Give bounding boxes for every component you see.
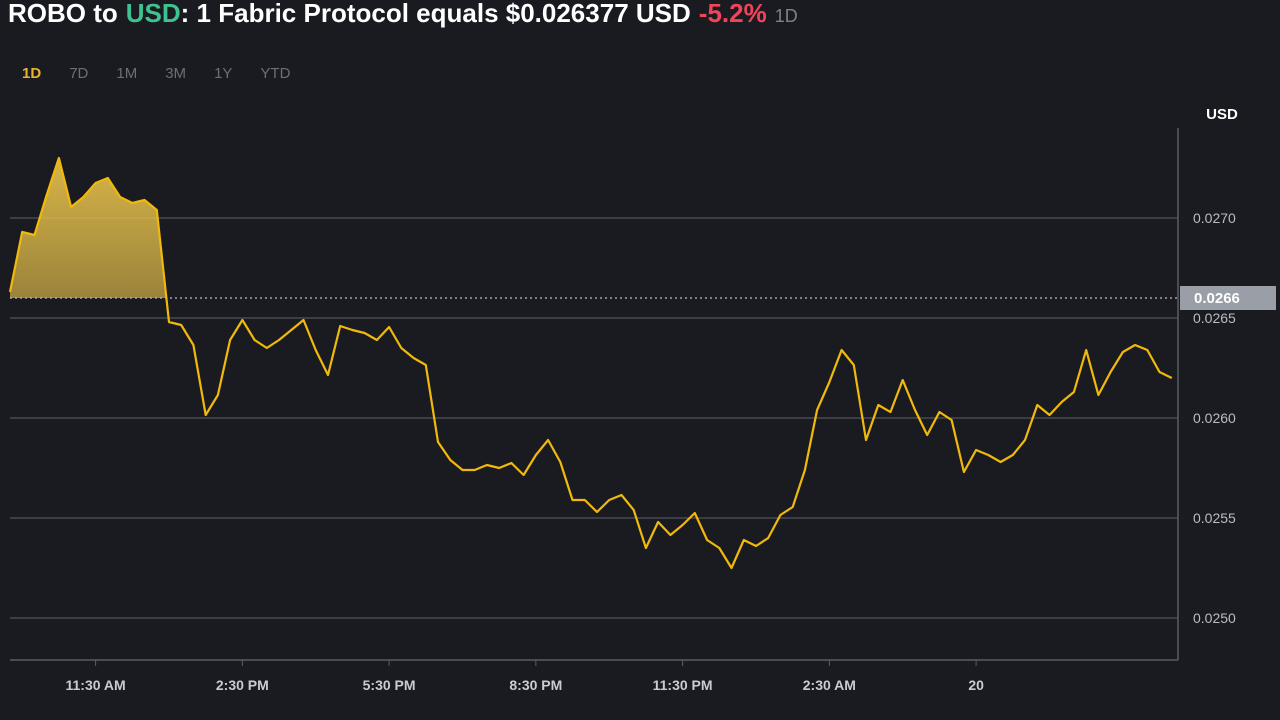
y-tick-label: 0.0260 bbox=[1193, 410, 1236, 426]
x-tick-label: 11:30 PM bbox=[653, 677, 713, 693]
reference-label: 0.0266 bbox=[1194, 290, 1240, 307]
reference-label-box bbox=[1180, 286, 1276, 310]
chart-title: ROBO to USD: 1 Fabric Protocol equals $0.… bbox=[8, 0, 798, 28]
y-tick-label: 0.0270 bbox=[1193, 210, 1236, 226]
x-tick-label: 5:30 PM bbox=[363, 677, 416, 693]
y-tick-label: 0.0250 bbox=[1193, 610, 1236, 626]
period-button[interactable]: 1M bbox=[116, 65, 137, 82]
title-part: : 1 Fabric Protocol equals $0.026377 USD bbox=[181, 0, 691, 28]
y-unit: USD bbox=[1206, 106, 1238, 123]
line bbox=[8, 156, 1173, 570]
y-tick-label: 0.0265 bbox=[1193, 310, 1236, 326]
period-button[interactable]: 1D bbox=[22, 65, 41, 82]
x-tick-label: 2:30 AM bbox=[803, 677, 856, 693]
x-tick-label: 20 bbox=[968, 677, 984, 693]
x-tick-label: 8:30 PM bbox=[509, 677, 562, 693]
period-button[interactable]: 3M bbox=[165, 65, 186, 82]
period-button[interactable]: YTD bbox=[260, 65, 290, 82]
title-part: -5.2% bbox=[699, 0, 767, 28]
title-part: ROBO to bbox=[8, 0, 118, 28]
title-part: USD bbox=[126, 0, 181, 28]
area bbox=[10, 158, 1172, 298]
x-tick-label: 2:30 PM bbox=[216, 677, 269, 693]
y-tick-label: 0.0255 bbox=[1193, 510, 1236, 526]
period-button[interactable]: 1Y bbox=[214, 65, 232, 82]
title-part: 1D bbox=[775, 6, 798, 26]
x-tick-label: 11:30 AM bbox=[66, 677, 126, 693]
period-button[interactable]: 7D bbox=[69, 65, 88, 82]
